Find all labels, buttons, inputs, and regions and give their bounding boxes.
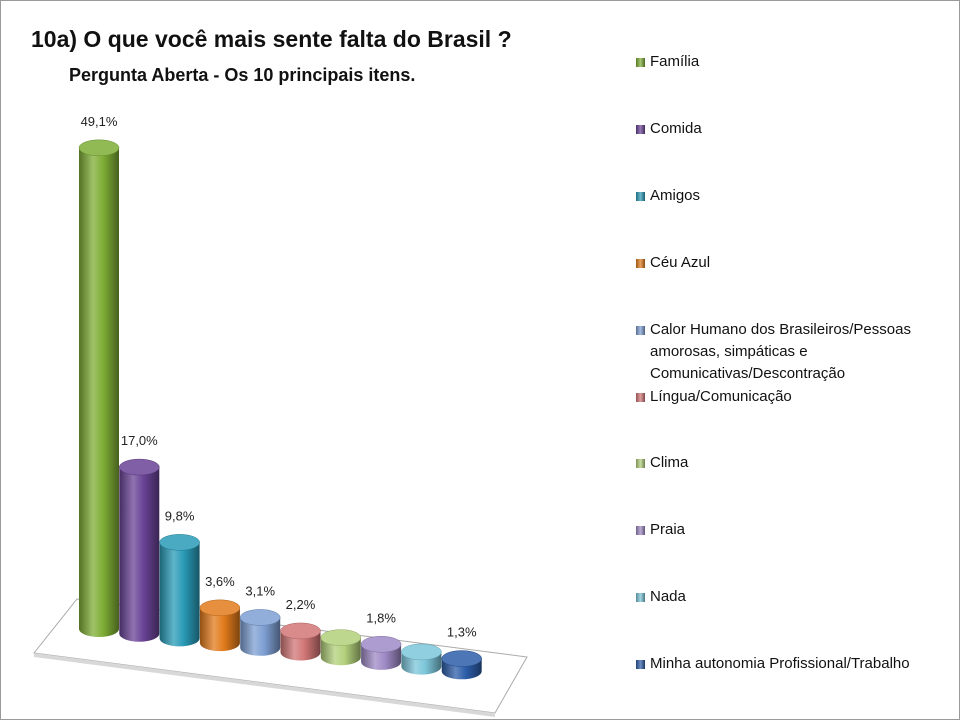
cylinder-top xyxy=(280,622,321,640)
legend-item: Calor Humano dos Brasileiros/Pessoas amo… xyxy=(634,319,960,385)
data-label: 49,1% xyxy=(81,114,118,129)
legend-item: Amigos xyxy=(634,185,960,207)
cylinder xyxy=(360,636,402,670)
cylinder xyxy=(320,629,362,666)
legend-label: Nada xyxy=(650,588,686,606)
data-label: 2,2% xyxy=(286,597,316,612)
data-label: 9,8% xyxy=(165,508,195,523)
legend-item: Comida xyxy=(634,118,960,140)
cylinder-body xyxy=(159,542,200,647)
cylinder-top xyxy=(239,609,281,626)
cylinder xyxy=(401,643,442,675)
legend-swatch xyxy=(636,593,645,603)
cylinder-top xyxy=(199,599,241,617)
cylinder-top xyxy=(320,629,362,646)
legend-swatch xyxy=(636,526,645,536)
cylinder xyxy=(119,458,160,642)
legend-swatch xyxy=(636,191,645,201)
cylinder xyxy=(280,622,321,661)
bars: 49,1% 17,0% 9,8% 3,6% 3,1% 2,2% 1,8% 1,3% xyxy=(78,114,482,680)
legend-item: Céu Azul xyxy=(634,252,960,274)
legend-label: Amigos xyxy=(650,186,701,204)
legend-item: Praia xyxy=(634,519,960,541)
cylinder-body xyxy=(240,617,281,656)
legend-swatch xyxy=(636,258,645,268)
legend-item: Minha autonomia Profissional/Trabalho xyxy=(634,653,960,675)
chart-subtitle: Pergunta Aberta - Os 10 principais itens… xyxy=(69,65,415,85)
legend-label: Família xyxy=(650,53,700,70)
cylinder-top xyxy=(78,139,120,157)
legend-label: Céu Azul xyxy=(650,253,711,271)
data-label: 1,8% xyxy=(366,610,396,625)
legend-label: Minha autonomia Profissional/Trabalho xyxy=(650,655,910,673)
legend-label: Comida xyxy=(650,119,702,137)
cylinder-body xyxy=(199,607,240,652)
cylinder-body xyxy=(79,147,119,637)
cylinder xyxy=(78,139,120,637)
legend-swatch xyxy=(636,58,645,67)
legend-label: Clima xyxy=(650,454,689,472)
floor-edge xyxy=(34,653,495,717)
cylinder xyxy=(159,534,200,647)
cylinder-top xyxy=(360,636,402,653)
legend-swatch xyxy=(636,392,645,402)
data-label: 3,6% xyxy=(205,574,235,589)
legend-label: Língua/Comunicação xyxy=(650,387,792,405)
chart-title: 10a) O que você mais sente falta do Bras… xyxy=(31,26,512,52)
legend-swatch xyxy=(636,124,645,134)
legend-swatch xyxy=(636,325,645,335)
cylinder xyxy=(199,599,241,652)
data-label: 1,3% xyxy=(447,625,477,640)
legend-label: Praia xyxy=(650,521,686,539)
legend-label: Calor Humano dos Brasileiros/Pessoas amo… xyxy=(650,320,911,382)
cylinder xyxy=(441,650,482,680)
cylinder-body xyxy=(280,630,321,661)
legend-item: Nada xyxy=(634,586,960,608)
cylinder-body xyxy=(119,467,160,642)
cylinder-top xyxy=(441,650,482,667)
legend-swatch xyxy=(636,459,645,469)
cylinder-top xyxy=(119,458,160,476)
legend-swatch xyxy=(636,660,645,670)
data-label: 3,1% xyxy=(245,583,275,598)
cylinder-top xyxy=(401,643,442,661)
cylinder xyxy=(239,609,281,656)
legend-item: Língua/Comunicação xyxy=(634,386,960,408)
legend-item: Família xyxy=(634,51,960,73)
legend-item: Clima xyxy=(634,452,960,474)
cylinder-top xyxy=(159,534,200,551)
data-label: 17,0% xyxy=(121,433,158,448)
